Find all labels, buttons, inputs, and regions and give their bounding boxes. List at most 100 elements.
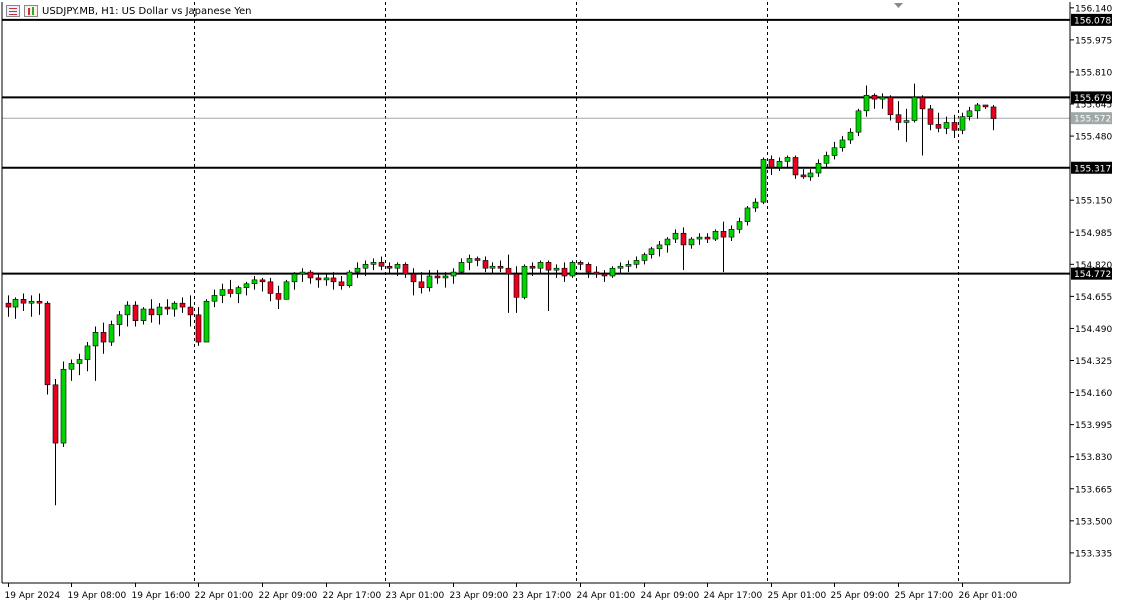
candle — [823, 151, 830, 168]
candle-body — [744, 207, 751, 222]
candle-body — [911, 96, 918, 121]
level-price-label-bg — [1071, 161, 1112, 174]
candle — [227, 279, 234, 298]
candle — [680, 227, 687, 271]
candle — [450, 268, 457, 284]
candle-body — [338, 281, 345, 286]
candle — [545, 260, 552, 311]
candle — [887, 95, 894, 121]
candle-body — [307, 271, 314, 279]
candle-body — [760, 159, 767, 203]
candle-body — [800, 174, 807, 178]
candle-body — [831, 147, 838, 156]
candle — [362, 260, 369, 276]
level-price-label-bg — [1071, 267, 1112, 280]
candle-body — [267, 281, 274, 294]
candle — [315, 274, 322, 288]
price-tick-label: 155.645 — [1075, 101, 1112, 111]
candle — [211, 289, 218, 308]
candle-body — [887, 96, 894, 116]
candle — [895, 101, 902, 131]
time-tick-label: 24 Apr 17:00 — [704, 591, 763, 601]
time-tick-label: 26 Apr 01:00 — [959, 591, 1018, 601]
candle — [903, 108, 910, 142]
candle-body — [124, 304, 131, 316]
candle-body — [100, 332, 107, 343]
candle-body — [577, 262, 584, 265]
candle-body — [919, 96, 926, 110]
candle-body — [108, 324, 115, 343]
candle — [354, 262, 361, 278]
candle-body — [680, 232, 687, 246]
candle-body — [76, 359, 83, 364]
candle — [625, 260, 632, 273]
candle-body — [275, 293, 282, 300]
candle — [5, 295, 12, 317]
candle-body — [179, 302, 186, 308]
candle — [402, 262, 409, 278]
candle — [164, 299, 171, 315]
candle-body — [227, 289, 234, 294]
candle — [251, 275, 258, 290]
candle-body — [641, 254, 648, 261]
candle-body — [497, 265, 504, 269]
candle-body — [505, 267, 512, 275]
candle-body — [776, 161, 783, 168]
market-watch-icon[interactable] — [6, 5, 20, 17]
candle-body — [219, 289, 226, 296]
candle — [235, 285, 242, 304]
candle-body — [601, 273, 608, 277]
candle-body — [482, 260, 489, 269]
candle — [330, 272, 337, 290]
candle — [776, 157, 783, 172]
candle — [696, 233, 703, 245]
time-tick-label: 22 Apr 17:00 — [323, 591, 382, 601]
candle — [609, 266, 616, 278]
candle — [92, 326, 99, 381]
candle — [744, 206, 751, 226]
candle-body — [815, 162, 822, 174]
candle — [418, 272, 425, 294]
candle — [807, 169, 814, 181]
candle-body — [966, 110, 973, 117]
candle-body — [656, 244, 663, 250]
candle — [919, 95, 926, 156]
price-tick-label: 154.160 — [1075, 389, 1112, 399]
candle — [529, 262, 536, 276]
chart-shift-marker-icon[interactable] — [894, 3, 903, 8]
candle-body — [585, 264, 592, 273]
candle — [12, 297, 19, 319]
candle — [569, 260, 576, 278]
candle — [943, 116, 950, 135]
price-axis[interactable]: 156.140 155.975 155.810 155.645 155.480 155.1… — [1070, 4, 1112, 559]
candle — [458, 258, 465, 275]
price-tick-label: 154.820 — [1075, 261, 1112, 271]
candle-body — [489, 265, 496, 269]
candle-body — [633, 260, 640, 265]
candle — [378, 256, 385, 271]
candle — [243, 281, 250, 296]
candle-body — [386, 265, 393, 269]
candle-body — [903, 120, 910, 123]
chart-type-icon[interactable] — [24, 5, 38, 17]
bid-price-label-text: 155.572 — [1074, 115, 1111, 125]
candle-body — [927, 108, 934, 125]
candle-body — [664, 238, 671, 246]
price-tick-label: 155.480 — [1075, 133, 1112, 143]
candle-body — [203, 300, 210, 343]
candle — [648, 246, 655, 259]
candle — [116, 310, 123, 337]
time-axis[interactable]: 19 Apr 2024 19 Apr 08:00 19 Apr 16:00 22 Ap… — [5, 583, 1018, 601]
candle — [792, 155, 799, 179]
candle — [36, 293, 43, 315]
candle — [323, 274, 330, 286]
price-tick-label: 154.655 — [1075, 293, 1112, 303]
candle — [426, 270, 433, 292]
candle-body — [545, 262, 552, 271]
candle — [664, 237, 671, 253]
candle-body — [171, 302, 178, 310]
candle-body — [696, 236, 703, 240]
